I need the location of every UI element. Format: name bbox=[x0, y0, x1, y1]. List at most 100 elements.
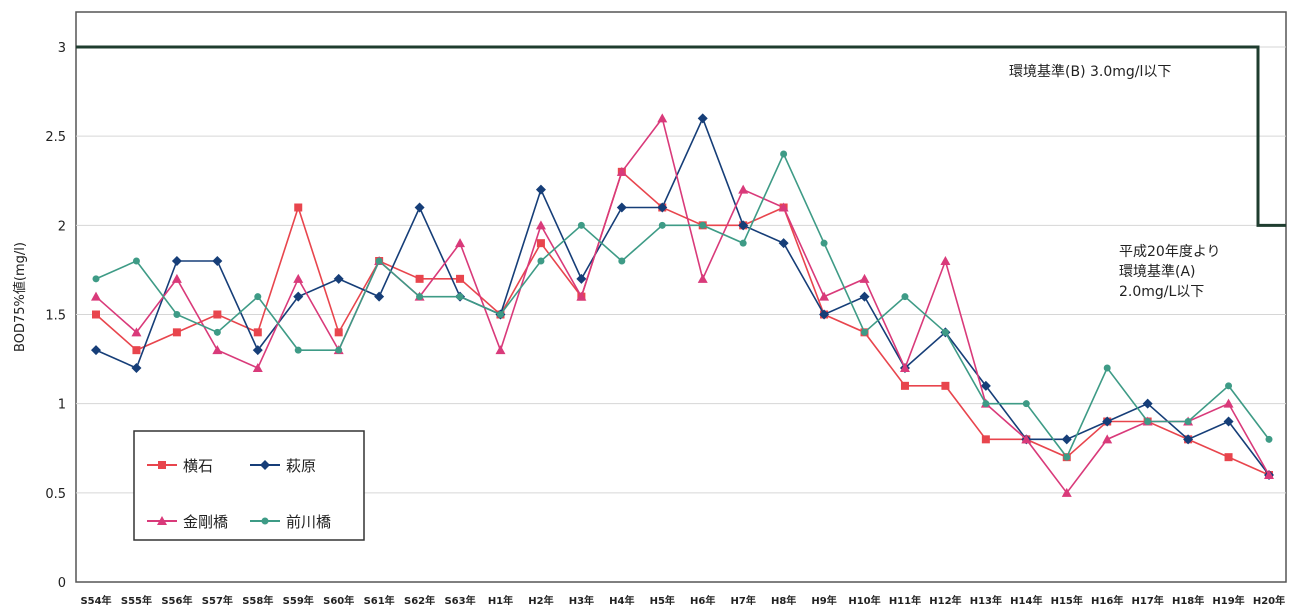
data-point bbox=[158, 461, 166, 469]
legend-label: 横石 bbox=[183, 457, 213, 475]
x-tick-label: H5年 bbox=[650, 594, 675, 607]
data-point bbox=[252, 345, 263, 356]
data-point bbox=[132, 257, 140, 265]
x-tick-label: H15年 bbox=[1051, 594, 1083, 607]
series-line bbox=[95, 116, 1270, 476]
data-point bbox=[1063, 453, 1071, 461]
legend-item: 横石 bbox=[147, 457, 213, 475]
data-point bbox=[819, 309, 830, 320]
x-axis-ticks: S54年 S55年 S56年 S57年 S58年 S59年 S60年 S61年 S62年 S63年… bbox=[80, 594, 1285, 607]
data-point bbox=[261, 517, 269, 525]
data-point bbox=[820, 239, 828, 247]
data-point bbox=[616, 166, 627, 176]
legend-label: 前川橋 bbox=[286, 513, 331, 531]
x-tick-label: H11年 bbox=[889, 594, 921, 607]
data-point bbox=[778, 238, 789, 249]
data-point bbox=[1265, 435, 1273, 443]
series-4 bbox=[92, 150, 1273, 461]
data-point bbox=[577, 221, 585, 229]
legend-label: 金剛橋 bbox=[183, 513, 228, 531]
data-point bbox=[859, 291, 870, 302]
data-point bbox=[1102, 416, 1113, 427]
series-2 bbox=[91, 113, 1274, 480]
data-point bbox=[212, 345, 223, 355]
standard-step-line bbox=[76, 45, 1286, 227]
data-point bbox=[252, 363, 263, 372]
x-tick-label: H20年 bbox=[1253, 594, 1285, 607]
data-point bbox=[254, 293, 262, 301]
x-tick-label: S63年 bbox=[444, 594, 475, 607]
data-point bbox=[699, 221, 707, 229]
y-tick-label: 0 bbox=[58, 576, 66, 591]
x-tick-label: H12年 bbox=[929, 594, 961, 607]
data-point bbox=[940, 256, 951, 265]
data-point bbox=[132, 346, 141, 355]
data-point bbox=[1183, 434, 1194, 445]
data-point bbox=[1103, 364, 1111, 372]
x-tick-label: S57年 bbox=[202, 594, 233, 607]
y-tick-label: 2.5 bbox=[45, 130, 66, 145]
data-point bbox=[496, 311, 504, 318]
data-point bbox=[374, 291, 385, 302]
data-point bbox=[697, 113, 708, 124]
data-point bbox=[778, 202, 789, 212]
data-point bbox=[293, 291, 304, 302]
data-point bbox=[173, 311, 181, 318]
series-group bbox=[91, 113, 1274, 497]
data-point bbox=[738, 184, 749, 194]
x-tick-label: S61年 bbox=[364, 594, 395, 607]
series-line bbox=[95, 116, 1270, 495]
x-tick-label: S62年 bbox=[404, 594, 435, 607]
data-point bbox=[415, 274, 424, 283]
x-tick-label: S58年 bbox=[242, 594, 273, 607]
annotation-standard-a-line3: 2.0mg/L以下 bbox=[1119, 284, 1204, 300]
data-point bbox=[1223, 398, 1234, 408]
data-point bbox=[213, 310, 222, 319]
x-tick-label: H3年 bbox=[569, 594, 594, 607]
x-tick-label: H13年 bbox=[970, 594, 1002, 607]
x-tick-label: H9年 bbox=[811, 594, 836, 607]
environmental-standard-line bbox=[76, 45, 1286, 227]
data-point bbox=[980, 380, 991, 391]
data-point bbox=[1184, 418, 1192, 425]
data-point bbox=[1223, 416, 1234, 427]
data-point bbox=[91, 291, 101, 301]
data-point bbox=[131, 327, 142, 337]
data-point bbox=[1022, 400, 1030, 408]
data-point bbox=[535, 220, 546, 230]
data-point bbox=[260, 460, 270, 470]
data-point bbox=[92, 310, 100, 319]
data-point bbox=[982, 400, 990, 408]
x-tick-label: S56年 bbox=[161, 594, 192, 607]
data-point bbox=[901, 293, 909, 301]
data-point bbox=[576, 273, 587, 284]
data-point bbox=[335, 346, 343, 354]
data-point bbox=[780, 150, 788, 158]
data-point bbox=[92, 275, 100, 283]
x-tick-label: H8年 bbox=[771, 594, 796, 607]
data-point bbox=[535, 184, 546, 195]
data-point bbox=[899, 363, 910, 372]
data-point bbox=[333, 273, 344, 284]
y-axis-ticks: 0 0.5 1 1.5 2 2.5 3 bbox=[45, 41, 66, 591]
annotation-standard-a-line2: 環境基準(A) bbox=[1119, 263, 1196, 280]
data-point bbox=[294, 203, 303, 212]
data-point bbox=[1061, 487, 1072, 497]
x-tick-label: H14年 bbox=[1010, 594, 1042, 607]
y-tick-label: 0.5 bbox=[45, 487, 66, 502]
x-tick-label: H4年 bbox=[609, 594, 634, 607]
x-tick-label: H16年 bbox=[1091, 594, 1123, 607]
data-point bbox=[213, 328, 221, 336]
y-axis-label: BOD75%値(mg/l) bbox=[12, 242, 28, 352]
data-point bbox=[941, 381, 950, 390]
annotation-standard-b: 環境基準(B) 3.0mg/l以下 bbox=[1009, 63, 1171, 80]
data-point bbox=[171, 273, 182, 283]
data-point bbox=[657, 202, 668, 213]
data-point bbox=[819, 291, 830, 301]
data-point bbox=[334, 328, 343, 337]
data-point bbox=[859, 273, 870, 283]
data-point bbox=[900, 381, 909, 390]
x-tick-label: S54年 bbox=[80, 594, 111, 607]
